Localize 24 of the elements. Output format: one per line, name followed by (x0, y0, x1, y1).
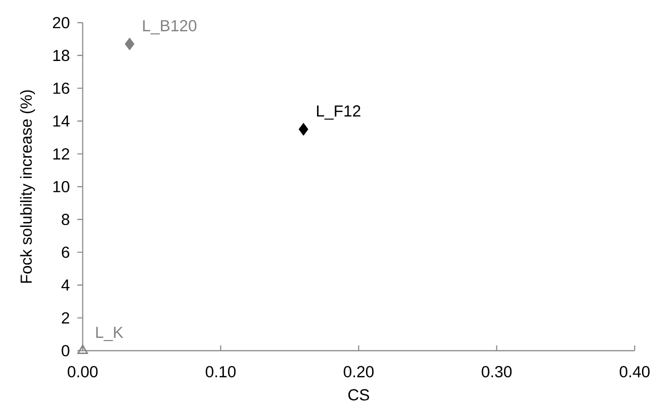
y-tick-label: 8 (62, 214, 70, 226)
y-tick-label: 10 (53, 180, 70, 192)
point (124, 38, 134, 50)
y-tick-label: 20 (52, 17, 70, 28)
y-tick-label: 18 (53, 50, 70, 62)
point (298, 123, 308, 136)
x-tick-label: 0.20 (344, 366, 374, 378)
x-tick-label: 0.00 (68, 366, 98, 378)
y-tick-label: 16 (53, 82, 70, 94)
x-tick-label: 0.10 (206, 366, 236, 378)
series-label: L_K (96, 326, 124, 342)
x-tick-label: 0.40 (620, 366, 650, 378)
y-tick-label: 4 (61, 280, 70, 291)
x-tick-label: 0.30 (482, 366, 512, 378)
series-label: L_B120 (143, 20, 196, 34)
y-tick-label: 2 (62, 312, 70, 324)
y-tick-label: 6 (62, 246, 70, 258)
y-tick-label: 12 (53, 148, 70, 160)
y-axis-title: Fock solubility increase (%) (20, 90, 36, 283)
series-label: L_F12 (317, 105, 360, 120)
y-tick-label: 0 (62, 344, 70, 356)
x-axis-title: CS (348, 389, 370, 400)
y-tick-label: 14 (53, 116, 70, 127)
point (77, 344, 88, 354)
